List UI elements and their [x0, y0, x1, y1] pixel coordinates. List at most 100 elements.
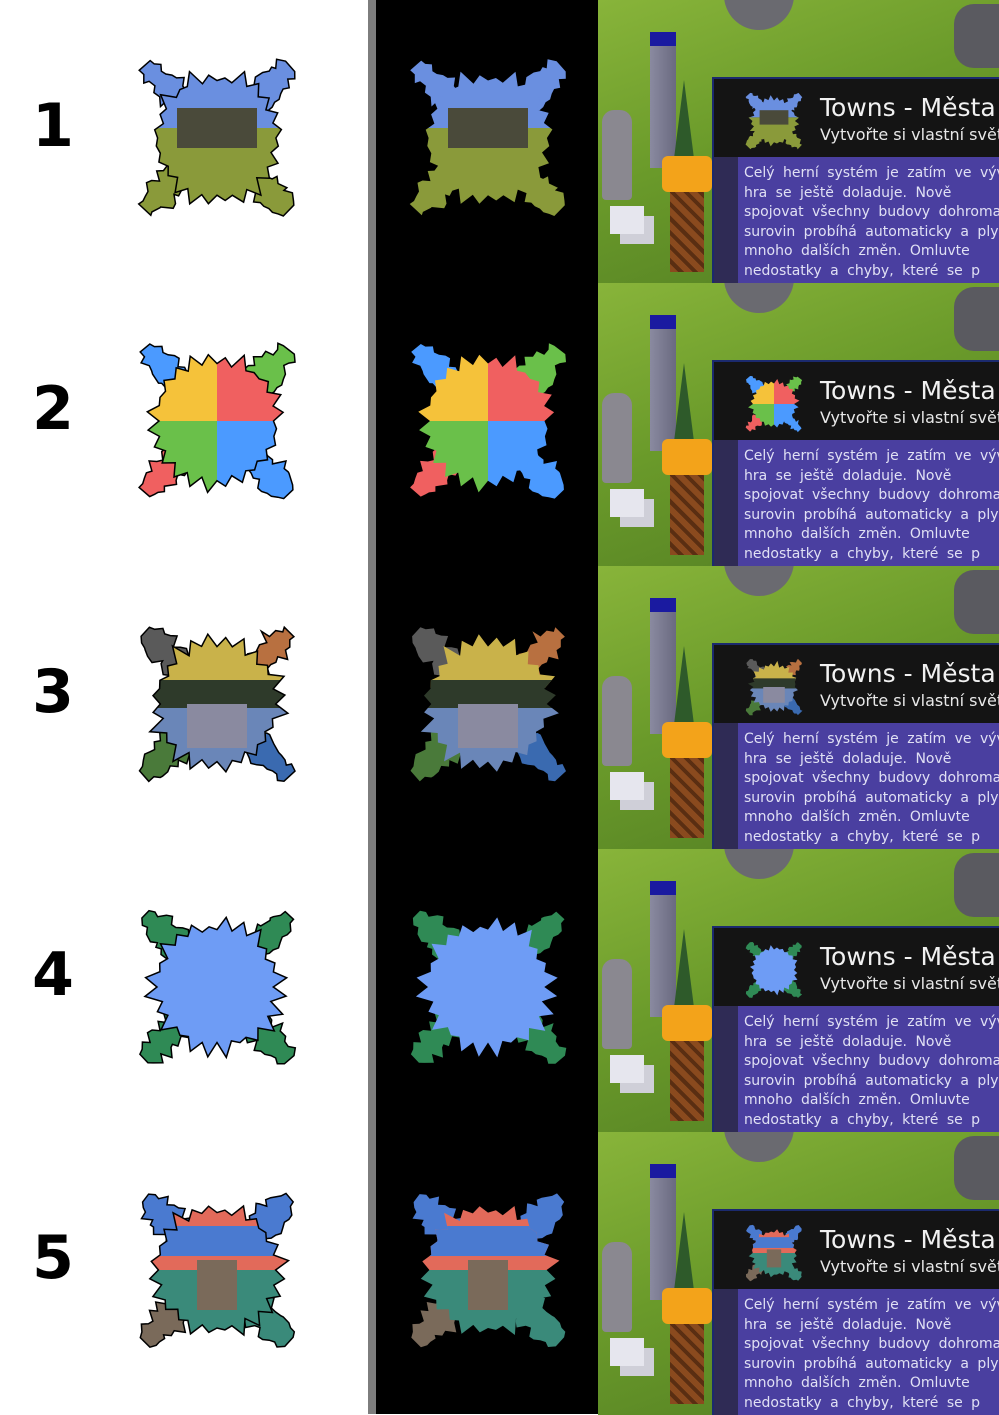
trunk-color [197, 1260, 237, 1310]
emblem-outline [153, 70, 283, 206]
row-number: 2 [32, 374, 74, 444]
rock-right [954, 570, 999, 634]
emblem-on-black [410, 627, 566, 782]
tower-top [650, 1164, 676, 1178]
house [662, 439, 712, 475]
panel-side-strip [714, 1006, 738, 1132]
panel-emblem-thumbnail [745, 941, 803, 998]
row-number: 4 [32, 940, 74, 1010]
rocks [177, 108, 257, 148]
rocks [759, 110, 789, 125]
trunk-color [468, 1260, 508, 1310]
panel-text-line: Celý herní systém je zatím ve vývoj [744, 165, 999, 181]
panel-emblem-thumbnail [745, 658, 803, 716]
emblem-outlined [137, 58, 296, 217]
info-panel: Towns - Města Vytvořte si vlastní svět Cel… [712, 643, 999, 849]
panel-side-strip [714, 723, 738, 849]
tower-top [650, 598, 676, 612]
scaffold [670, 192, 704, 272]
panel-header: Towns - Města Vytvořte si vlastní svět [714, 928, 999, 1006]
house [662, 1005, 712, 1041]
panel-text-line: spojovat všechny budovy dohromady [744, 770, 999, 787]
bridge [763, 687, 785, 703]
panel-text-line: surovin probíhá automaticky a ply [744, 1355, 999, 1372]
panel-text-line: hra se ještě doladuje. Nově [744, 1033, 952, 1050]
panel-header: Towns - Města Vytvořte si vlastní svět [714, 1211, 999, 1289]
row-4: 4 Towns - Města Vytvořte si vlastní svět Ce… [0, 849, 999, 1132]
panel-text-line: hra se ještě doladuje. Nově [744, 467, 952, 484]
panel-text-line: nedostatky a chyby, které se p [744, 829, 981, 845]
emblem-outlined [138, 625, 296, 783]
mountain [724, 566, 794, 596]
panel-text-line: spojovat všechny budovy dohromady [744, 204, 999, 221]
row-number: 3 [32, 657, 74, 727]
hill [747, 678, 798, 689]
emblem-outline [148, 1204, 291, 1337]
mountain [724, 0, 794, 30]
mountain [724, 283, 794, 313]
rock-right [954, 1136, 999, 1200]
bridge [458, 704, 518, 748]
panel-subtitle: Vytvořte si vlastní svět [820, 408, 999, 427]
panel-text-line: nedostatky a chyby, které se p [744, 1395, 981, 1411]
panel-title: Towns - Města [820, 1225, 996, 1254]
tower-top [650, 315, 676, 329]
middle-color [149, 1226, 289, 1256]
house [662, 1288, 712, 1324]
panel-text-line: surovin probíhá automaticky a ply [744, 789, 999, 806]
emblem-on-black [410, 910, 567, 1064]
emblem-outlined [139, 1192, 296, 1349]
panel-emblem-thumbnail [745, 92, 803, 150]
panel-title: Towns - Města [820, 376, 996, 405]
panel-text-line: mnoho dalších změn. Omluvte [744, 526, 970, 543]
gray-divider [368, 0, 376, 1414]
emblem-on-black [410, 343, 566, 499]
panel-text-line: spojovat všechny budovy dohromady [744, 1053, 999, 1070]
blocks [610, 1338, 644, 1366]
house [662, 156, 712, 192]
info-panel: Towns - Města Vytvořte si vlastní svět Cel… [712, 77, 999, 283]
emblem-on-black [411, 1193, 566, 1348]
panel-text-line: spojovat všechny budovy dohromady [744, 487, 999, 504]
panel-side-strip [714, 440, 738, 566]
emblem-on-black [409, 59, 566, 216]
emblem-outline [148, 632, 290, 774]
info-panel: Towns - Města Vytvořte si vlastní svět Cel… [712, 926, 999, 1132]
panel-text-line: surovin probíhá automaticky a ply [744, 1072, 999, 1089]
panel-text-line: nedostatky a chyby, které se p [744, 263, 981, 279]
panel-text-line: nedostatky a chyby, které se p [744, 1112, 981, 1128]
rock [602, 676, 632, 766]
middle-color [420, 1226, 560, 1256]
panel-body: Celý herní systém je zatím ve vývoj hra s… [738, 440, 999, 566]
row-number: 5 [32, 1223, 74, 1293]
panel-text-line: spojovat všechny budovy dohromady [744, 1336, 999, 1353]
panel-text-line: Celý herní systém je zatím ve vývoj [744, 1014, 999, 1030]
emblem-outline [145, 353, 285, 494]
bridge [187, 704, 247, 748]
row-5: 5 Towns - Města Vytvořte si vlastní svět Ce… [0, 1132, 999, 1415]
panel-header: Towns - Města Vytvořte si vlastní svět [714, 79, 999, 157]
row-2: 2 Towns - Města Vytvořte si vlastní svět Ce… [0, 283, 999, 566]
panel-subtitle: Vytvořte si vlastní svět [820, 1257, 999, 1276]
panel-title: Towns - Města [820, 659, 996, 688]
row-1: 1 Towns - Města Vytvořte si vlastní svět Ce… [0, 0, 999, 283]
emblem-outline [143, 915, 289, 1060]
panel-text-line: mnoho dalších změn. Omluvte [744, 243, 970, 260]
scaffold [670, 1041, 704, 1121]
row-number: 1 [32, 91, 74, 161]
house [662, 722, 712, 758]
info-panel: Towns - Města Vytvořte si vlastní svět Cel… [712, 360, 999, 566]
trunk-color [766, 1249, 782, 1268]
info-panel: Towns - Města Vytvořte si vlastní svět Cel… [712, 1209, 999, 1415]
rock [602, 393, 632, 483]
panel-text-line: surovin probíhá automaticky a ply [744, 506, 999, 523]
middle-color [748, 1237, 797, 1248]
panel-emblem-thumbnail [745, 375, 803, 433]
panel-text-line: hra se ještě doladuje. Nově [744, 750, 952, 767]
panel-text-line: Celý herní systém je zatím ve vývoj [744, 448, 999, 464]
rock-right [954, 287, 999, 351]
panel-subtitle: Vytvořte si vlastní svět [820, 691, 999, 710]
blocks [610, 206, 644, 234]
panel-text-line: nedostatky a chyby, které se p [744, 546, 981, 562]
panel-body: Celý herní systém je zatím ve vývoj hra s… [738, 1289, 999, 1415]
